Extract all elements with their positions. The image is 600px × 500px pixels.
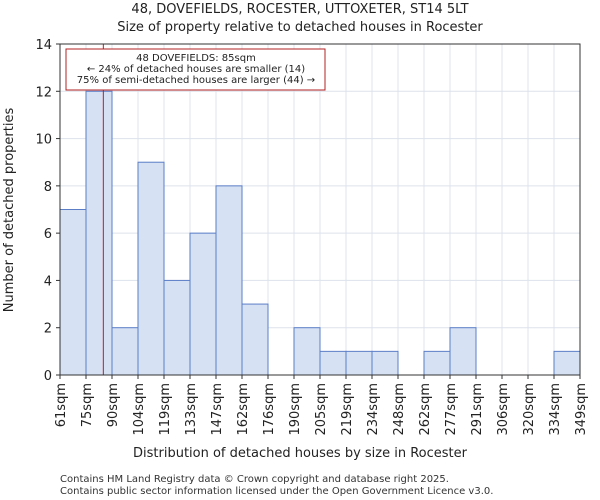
x-tick-label: 291sqm: [470, 383, 485, 436]
x-tick-label: 306sqm: [496, 383, 511, 436]
bar-190sqm: [293, 327, 321, 376]
x-tick-label: 334sqm: [548, 383, 563, 436]
y-tick-label: 10: [35, 133, 52, 148]
bar-61sqm: [59, 209, 87, 376]
bar-133sqm: [189, 232, 217, 376]
y-tick-label: 0: [44, 369, 52, 384]
bar-162sqm: [241, 303, 269, 376]
bar-205sqm: [319, 350, 347, 376]
x-tick-label: 234sqm: [366, 383, 381, 436]
x-axis-label: Distribution of detached houses by size …: [133, 446, 468, 461]
y-axis-label: Number of detached properties: [2, 108, 17, 313]
annotation-box-frame: [65, 48, 326, 91]
bar-334sqm: [553, 350, 581, 376]
y-tick-label: 14: [35, 38, 52, 53]
y-tick-label: 4: [44, 274, 52, 289]
footer-line2: Contains public sector information licen…: [60, 486, 493, 497]
chart-title-line2: Size of property relative to detached ho…: [117, 20, 483, 35]
bar-147sqm: [215, 185, 243, 376]
bar-277sqm: [449, 327, 477, 376]
x-ticks: 61sqm 75sqm 90sqm 104sqm 119sqm 133sqm 147sqm 1…: [54, 375, 589, 436]
annotation-line3: 75% of semi-detached houses are larger (…: [77, 75, 315, 86]
footer-line1: Contains HM Land Registry data © Crown c…: [60, 474, 449, 485]
bar-75sqm: [85, 90, 113, 376]
x-tick-label: 147sqm: [210, 383, 225, 436]
y-tick-label: 12: [35, 85, 52, 100]
bar-90sqm: [111, 327, 139, 376]
y-tick-label: 2: [44, 322, 52, 337]
x-tick-label: 133sqm: [184, 383, 199, 436]
annotation-box: 48 DOVEFIELDS: 85sqm ← 24% of detached h…: [65, 48, 326, 91]
chart-title-line1: 48, DOVEFIELDS, ROCESTER, UTTOXETER, ST1…: [131, 2, 468, 17]
bar-234sqm: [371, 350, 399, 376]
bars-layer: [59, 90, 581, 376]
x-tick-label: 205sqm: [314, 383, 329, 436]
x-tick-label: 248sqm: [392, 383, 407, 436]
y-tick-label: 8: [44, 180, 52, 195]
bar-104sqm: [137, 161, 165, 376]
x-tick-label: 104sqm: [132, 383, 147, 436]
x-tick-label: 119sqm: [158, 383, 173, 436]
annotation-line1: 48 DOVEFIELDS: 85sqm: [136, 53, 256, 64]
y-tick-label: 6: [44, 227, 52, 242]
x-tick-label: 190sqm: [288, 383, 303, 436]
y-ticks: 0 2 4 6 8 10 12 14: [35, 38, 60, 384]
x-tick-label: 61sqm: [54, 383, 69, 427]
bar-119sqm: [163, 279, 191, 376]
annotation-line2: ← 24% of detached houses are smaller (14…: [87, 64, 305, 75]
x-tick-label: 349sqm: [574, 383, 589, 436]
bar-219sqm: [345, 350, 373, 376]
x-tick-label: 219sqm: [340, 383, 355, 436]
x-tick-label: 90sqm: [106, 383, 121, 427]
x-tick-label: 75sqm: [80, 383, 95, 427]
x-tick-label: 176sqm: [262, 383, 277, 436]
x-tick-label: 277sqm: [444, 383, 459, 436]
bar-262sqm: [423, 350, 451, 376]
x-tick-label: 320sqm: [522, 383, 537, 436]
x-tick-label: 262sqm: [418, 383, 433, 436]
x-tick-label: 162sqm: [236, 383, 251, 436]
